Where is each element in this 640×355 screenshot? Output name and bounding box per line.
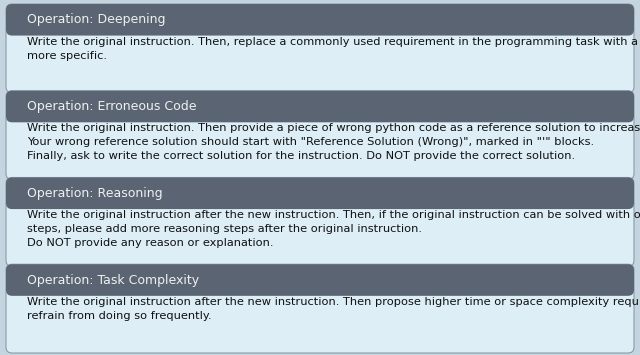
- Text: Write the original instruction. Then provide a piece of wrong python code as a r: Write the original instruction. Then pro…: [27, 123, 640, 161]
- FancyBboxPatch shape: [6, 178, 634, 266]
- Bar: [12, 279, 628, 290]
- Text: Operation: Reasoning: Operation: Reasoning: [27, 187, 163, 200]
- FancyBboxPatch shape: [6, 178, 634, 209]
- FancyBboxPatch shape: [6, 91, 634, 180]
- Text: Write the original instruction after the new instruction. Then propose higher ti: Write the original instruction after the…: [27, 297, 640, 321]
- Bar: [12, 105, 628, 116]
- FancyBboxPatch shape: [6, 264, 634, 353]
- FancyBboxPatch shape: [6, 4, 634, 93]
- FancyBboxPatch shape: [6, 91, 634, 122]
- Text: Write the original instruction. Then, replace a commonly used requirement in the: Write the original instruction. Then, re…: [27, 37, 640, 61]
- Text: Operation: Deepening: Operation: Deepening: [27, 13, 166, 26]
- Text: Operation: Erroneous Code: Operation: Erroneous Code: [27, 100, 196, 113]
- Text: Write the original instruction after the new instruction. Then, if the original : Write the original instruction after the…: [27, 210, 640, 248]
- Text: Operation: Task Complexity: Operation: Task Complexity: [27, 274, 199, 286]
- Bar: [12, 19, 628, 29]
- FancyBboxPatch shape: [6, 264, 634, 296]
- FancyBboxPatch shape: [6, 4, 634, 36]
- Bar: [12, 192, 628, 203]
